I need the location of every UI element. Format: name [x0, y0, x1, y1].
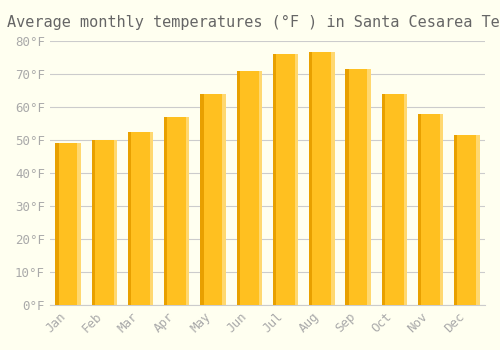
- Bar: [92, 140, 117, 305]
- Bar: [236, 71, 240, 305]
- Bar: [56, 143, 80, 305]
- Bar: [418, 113, 444, 305]
- Bar: [222, 94, 226, 305]
- Bar: [368, 69, 371, 305]
- Bar: [476, 135, 480, 305]
- Bar: [114, 140, 117, 305]
- Title: Average monthly temperatures (°F ) in Santa Cesarea Terme: Average monthly temperatures (°F ) in Sa…: [8, 15, 500, 30]
- Bar: [346, 69, 371, 305]
- Bar: [418, 113, 421, 305]
- Bar: [150, 132, 153, 305]
- Bar: [382, 94, 407, 305]
- Bar: [78, 143, 80, 305]
- Bar: [309, 52, 312, 305]
- Bar: [309, 52, 334, 305]
- Bar: [258, 71, 262, 305]
- Bar: [164, 117, 168, 305]
- Bar: [331, 52, 334, 305]
- Bar: [454, 135, 458, 305]
- Bar: [128, 132, 153, 305]
- Bar: [404, 94, 407, 305]
- Bar: [382, 94, 385, 305]
- Bar: [186, 117, 190, 305]
- Bar: [92, 140, 95, 305]
- Bar: [200, 94, 203, 305]
- Bar: [128, 132, 131, 305]
- Bar: [56, 143, 58, 305]
- Bar: [164, 117, 190, 305]
- Bar: [295, 54, 298, 305]
- Bar: [200, 94, 226, 305]
- Bar: [273, 54, 298, 305]
- Bar: [440, 113, 444, 305]
- Bar: [454, 135, 479, 305]
- Bar: [346, 69, 348, 305]
- Bar: [236, 71, 262, 305]
- Bar: [273, 54, 276, 305]
